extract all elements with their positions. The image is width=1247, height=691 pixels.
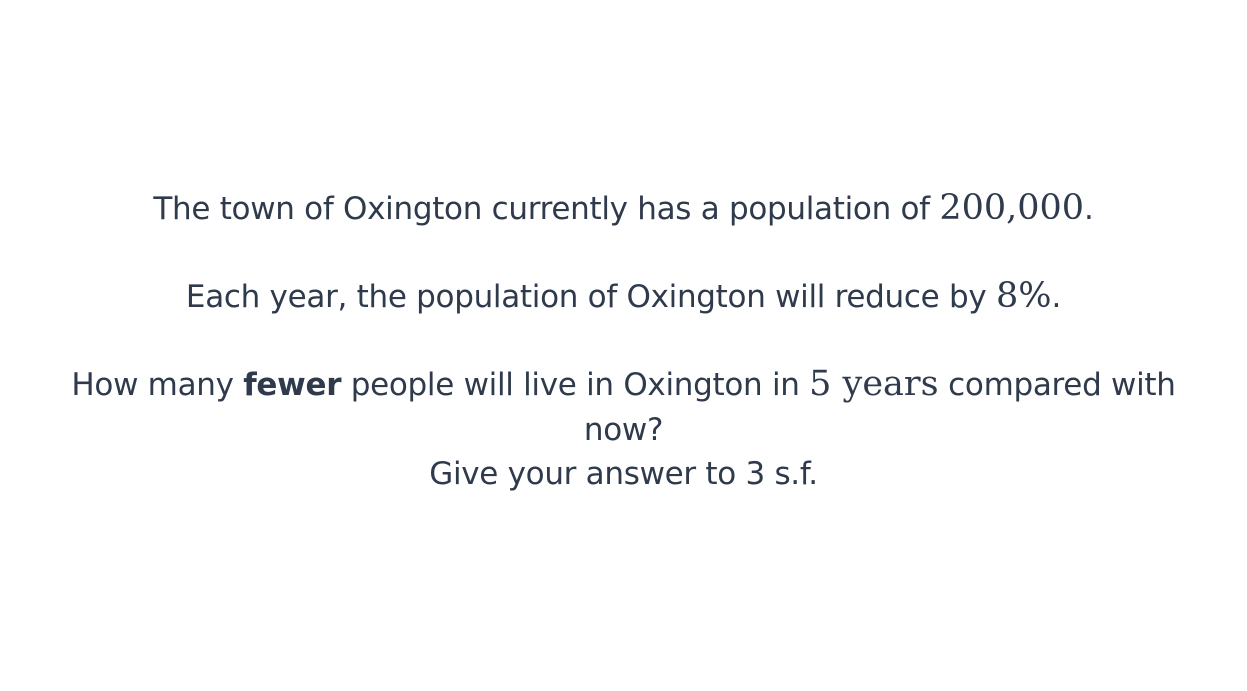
prompt-text-middle: people will live in Oxington in (341, 367, 810, 403)
statement-end: . (1051, 279, 1062, 315)
statement-text: The town of Oxington currently has a pop… (153, 191, 940, 227)
reduction-statement: Each year, the population of Oxington wi… (0, 276, 1247, 316)
question-prompt-continuation: now? (0, 412, 1247, 448)
prompt-text-end: compared with (938, 367, 1176, 403)
population-statement: The town of Oxington currently has a pop… (0, 188, 1247, 228)
population-value: 200,000 (939, 188, 1085, 228)
statement-end: . (1084, 191, 1094, 227)
prompt-text: How many (71, 367, 244, 403)
percent-value: 8% (995, 276, 1052, 316)
instruction-text: Give your answer to 3 s.f. (429, 456, 818, 492)
emphasis-word: fewer (243, 367, 342, 403)
prompt-continuation-text: now? (583, 412, 664, 448)
statement-text: Each year, the population of Oxington wi… (185, 279, 996, 315)
question-prompt: How many fewer people will live in Oxing… (0, 364, 1247, 404)
answer-instruction: Give your answer to 3 s.f. (0, 456, 1247, 492)
years-value: 5 years (809, 364, 939, 404)
